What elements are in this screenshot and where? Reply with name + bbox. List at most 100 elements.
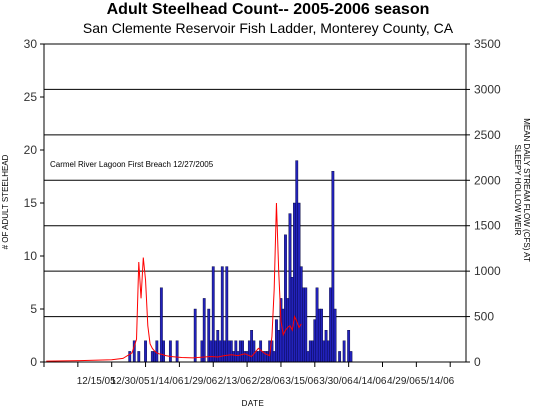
count-bar xyxy=(234,340,238,363)
count-bar xyxy=(272,351,276,363)
count-bar xyxy=(250,330,254,363)
count-bar xyxy=(214,340,217,363)
count-bar xyxy=(288,213,292,363)
count-bar xyxy=(333,308,337,363)
count-bar xyxy=(295,160,299,363)
x-tick-label: 4/14/06 xyxy=(353,376,387,387)
x-tick-label: 4/29/06 xyxy=(387,376,421,387)
count-bar xyxy=(128,351,132,363)
count-bar xyxy=(243,351,247,363)
y2-tick-label: 1500 xyxy=(474,219,501,233)
count-bar xyxy=(286,298,290,363)
count-bar xyxy=(322,340,326,363)
count-bar xyxy=(326,340,330,363)
y-tick-label: 10 xyxy=(24,249,38,263)
y2-tick-label: 3500 xyxy=(474,37,501,51)
x-tick-label: 2/13/06 xyxy=(218,376,252,387)
count-bar xyxy=(229,340,233,363)
count-bar xyxy=(349,351,353,363)
y2-tick-label: 3000 xyxy=(474,82,501,96)
count-bar xyxy=(293,202,296,363)
count-bar xyxy=(320,308,323,363)
count-bar xyxy=(232,351,235,363)
count-bar xyxy=(207,308,211,363)
count-bar xyxy=(338,351,342,363)
count-bar xyxy=(266,351,269,363)
count-bar xyxy=(159,287,163,363)
x-tick-label: 3/30/06 xyxy=(319,376,353,387)
y2-axis-label: MEAN DAILY STREAM FLOW (CFS) ATSLEEPY HO… xyxy=(513,118,531,262)
x-tick-label: 12/30/05 xyxy=(111,376,150,387)
count-bar xyxy=(308,340,312,363)
count-bar xyxy=(342,340,346,363)
y-axis-label: # OF ADULT STEELHEAD xyxy=(1,154,10,249)
count-bar xyxy=(193,308,197,363)
count-bar xyxy=(211,266,215,363)
x-tick-label: 2/28/06 xyxy=(252,376,286,387)
count-bar xyxy=(247,340,251,363)
count-bar xyxy=(277,330,281,363)
y2-tick-label: 2500 xyxy=(474,128,501,142)
count-bar xyxy=(220,266,224,363)
count-bar xyxy=(168,340,172,363)
count-bar xyxy=(315,287,319,363)
count-bar xyxy=(306,351,310,363)
count-bar xyxy=(297,202,301,363)
count-bar xyxy=(302,287,305,363)
count-bar xyxy=(313,319,317,363)
count-bar xyxy=(144,340,147,363)
chart-subtitle: San Clemente Reservoir Fish Ladder, Mont… xyxy=(82,20,454,36)
count-bar xyxy=(162,340,165,363)
count-bar xyxy=(218,340,222,363)
count-bar xyxy=(225,266,229,363)
count-bar xyxy=(304,287,308,363)
count-bar xyxy=(331,170,335,363)
x-tick-label: 5/14/06 xyxy=(421,376,455,387)
y-tick-label: 25 xyxy=(24,90,38,104)
count-bar xyxy=(153,351,156,363)
y2-tick-label: 2000 xyxy=(474,173,501,187)
x-tick-label: 3/15/06 xyxy=(285,376,319,387)
x-tick-label: 1/29/06 xyxy=(184,376,218,387)
x-tick-label: 1/14/06 xyxy=(150,376,184,387)
breach-annotation: Carmel River Lagoon First Breach 12/27/2… xyxy=(50,160,214,169)
count-bar xyxy=(202,298,206,363)
count-bar xyxy=(155,340,159,363)
count-bar xyxy=(347,330,351,363)
y-tick-label: 5 xyxy=(30,302,37,316)
count-bar xyxy=(245,351,249,363)
count-bar xyxy=(200,340,204,363)
count-bar xyxy=(175,340,179,363)
count-bar xyxy=(252,340,256,363)
x-tick-label: 12/15/05 xyxy=(77,376,116,387)
y-tick-label: 0 xyxy=(30,355,37,369)
count-bar xyxy=(238,340,242,363)
y2-tick-label: 500 xyxy=(474,310,494,324)
y-tick-label: 30 xyxy=(24,37,38,51)
y-tick-label: 20 xyxy=(24,143,38,157)
count-bar xyxy=(284,234,287,363)
count-bar xyxy=(299,266,303,363)
count-bar xyxy=(227,340,231,363)
count-bar xyxy=(236,351,240,363)
y2-tick-label: 1000 xyxy=(474,264,501,278)
count-bar xyxy=(290,277,294,363)
count-bar xyxy=(223,340,226,363)
count-bar xyxy=(317,308,321,363)
count-bar xyxy=(209,340,213,363)
count-bar xyxy=(150,351,154,363)
flow-line xyxy=(46,202,302,362)
y2-tick-label: 0 xyxy=(474,355,481,369)
count-bar xyxy=(275,319,278,363)
chart-title: Adult Steelhead Count-- 2005-2006 season xyxy=(106,1,430,18)
count-bar xyxy=(311,340,314,363)
count-bar xyxy=(329,287,332,363)
y-tick-label: 15 xyxy=(24,196,38,210)
plot-frame xyxy=(43,43,467,363)
x-axis-label: DATE xyxy=(242,399,265,408)
count-bar xyxy=(137,351,141,363)
count-bar xyxy=(254,351,258,363)
count-bar xyxy=(324,330,328,363)
count-bar xyxy=(256,351,260,363)
